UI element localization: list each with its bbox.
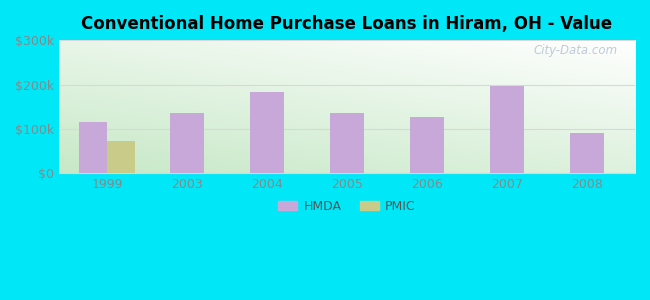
Title: Conventional Home Purchase Loans in Hiram, OH - Value: Conventional Home Purchase Loans in Hira… [81,15,612,33]
Bar [330,112,364,173]
Bar [170,112,204,173]
Bar [410,117,444,173]
Bar [490,86,524,173]
Bar [570,134,604,173]
Bar [107,142,135,173]
Bar [250,92,284,173]
Legend: HMDA, PMIC: HMDA, PMIC [273,195,421,218]
Text: City-Data.com: City-Data.com [534,44,618,57]
Bar [79,122,107,173]
